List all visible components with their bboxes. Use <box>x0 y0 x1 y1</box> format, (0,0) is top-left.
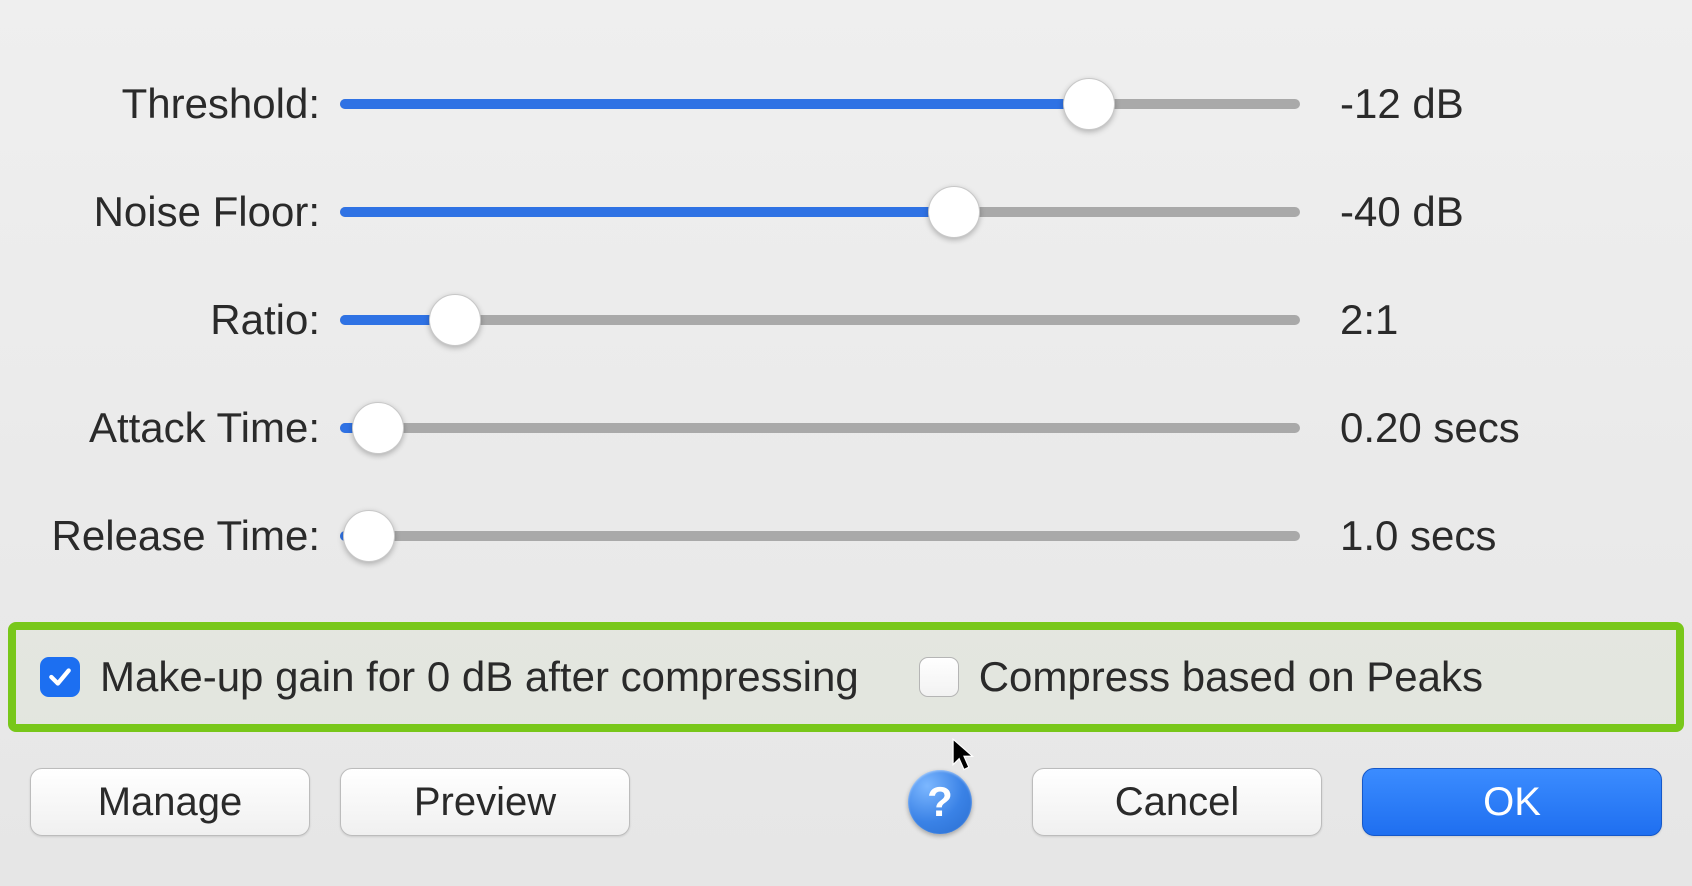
threshold-value: -12 dB <box>1340 80 1464 128</box>
release-time-slider[interactable] <box>340 508 1300 564</box>
slider-panel: Threshold: -12 dB Noise Floor: -40 dB Ra… <box>0 50 1692 590</box>
attack-time-label: Attack Time: <box>0 404 330 452</box>
makeup-gain-checkbox-group[interactable]: Make-up gain for 0 dB after compressing <box>40 653 859 701</box>
cancel-button[interactable]: Cancel <box>1032 768 1322 836</box>
release-time-value: 1.0 secs <box>1340 512 1496 560</box>
threshold-row: Threshold: -12 dB <box>0 50 1692 158</box>
manage-button[interactable]: Manage <box>30 768 310 836</box>
noise-floor-slider-thumb[interactable] <box>928 186 980 238</box>
compress-peaks-checkbox[interactable] <box>919 657 959 697</box>
cursor-icon <box>950 738 978 772</box>
ratio-slider[interactable] <box>340 292 1300 348</box>
ratio-value: 2:1 <box>1340 296 1398 344</box>
release-time-label: Release Time: <box>0 512 330 560</box>
compress-peaks-label: Compress based on Peaks <box>979 653 1483 701</box>
button-row: Manage Preview ? Cancel OK <box>30 768 1662 836</box>
ratio-label: Ratio: <box>0 296 330 344</box>
attack-time-row: Attack Time: 0.20 secs <box>0 374 1692 482</box>
attack-time-slider[interactable] <box>340 400 1300 456</box>
makeup-gain-checkbox[interactable] <box>40 657 80 697</box>
release-time-slider-thumb[interactable] <box>343 510 395 562</box>
attack-time-value: 0.20 secs <box>1340 404 1520 452</box>
ok-button[interactable]: OK <box>1362 768 1662 836</box>
noise-floor-row: Noise Floor: -40 dB <box>0 158 1692 266</box>
preview-button[interactable]: Preview <box>340 768 630 836</box>
noise-floor-label: Noise Floor: <box>0 188 330 236</box>
release-time-row: Release Time: 1.0 secs <box>0 482 1692 590</box>
ratio-row: Ratio: 2:1 <box>0 266 1692 374</box>
noise-floor-slider[interactable] <box>340 184 1300 240</box>
threshold-slider-thumb[interactable] <box>1063 78 1115 130</box>
ratio-slider-thumb[interactable] <box>429 294 481 346</box>
compress-peaks-checkbox-group[interactable]: Compress based on Peaks <box>919 653 1483 701</box>
help-button[interactable]: ? <box>908 770 972 834</box>
noise-floor-value: -40 dB <box>1340 188 1464 236</box>
checkbox-highlight-box: Make-up gain for 0 dB after compressing … <box>8 622 1684 732</box>
makeup-gain-label: Make-up gain for 0 dB after compressing <box>100 653 859 701</box>
threshold-slider[interactable] <box>340 76 1300 132</box>
threshold-label: Threshold: <box>0 80 330 128</box>
attack-time-slider-thumb[interactable] <box>352 402 404 454</box>
check-icon <box>47 664 73 690</box>
